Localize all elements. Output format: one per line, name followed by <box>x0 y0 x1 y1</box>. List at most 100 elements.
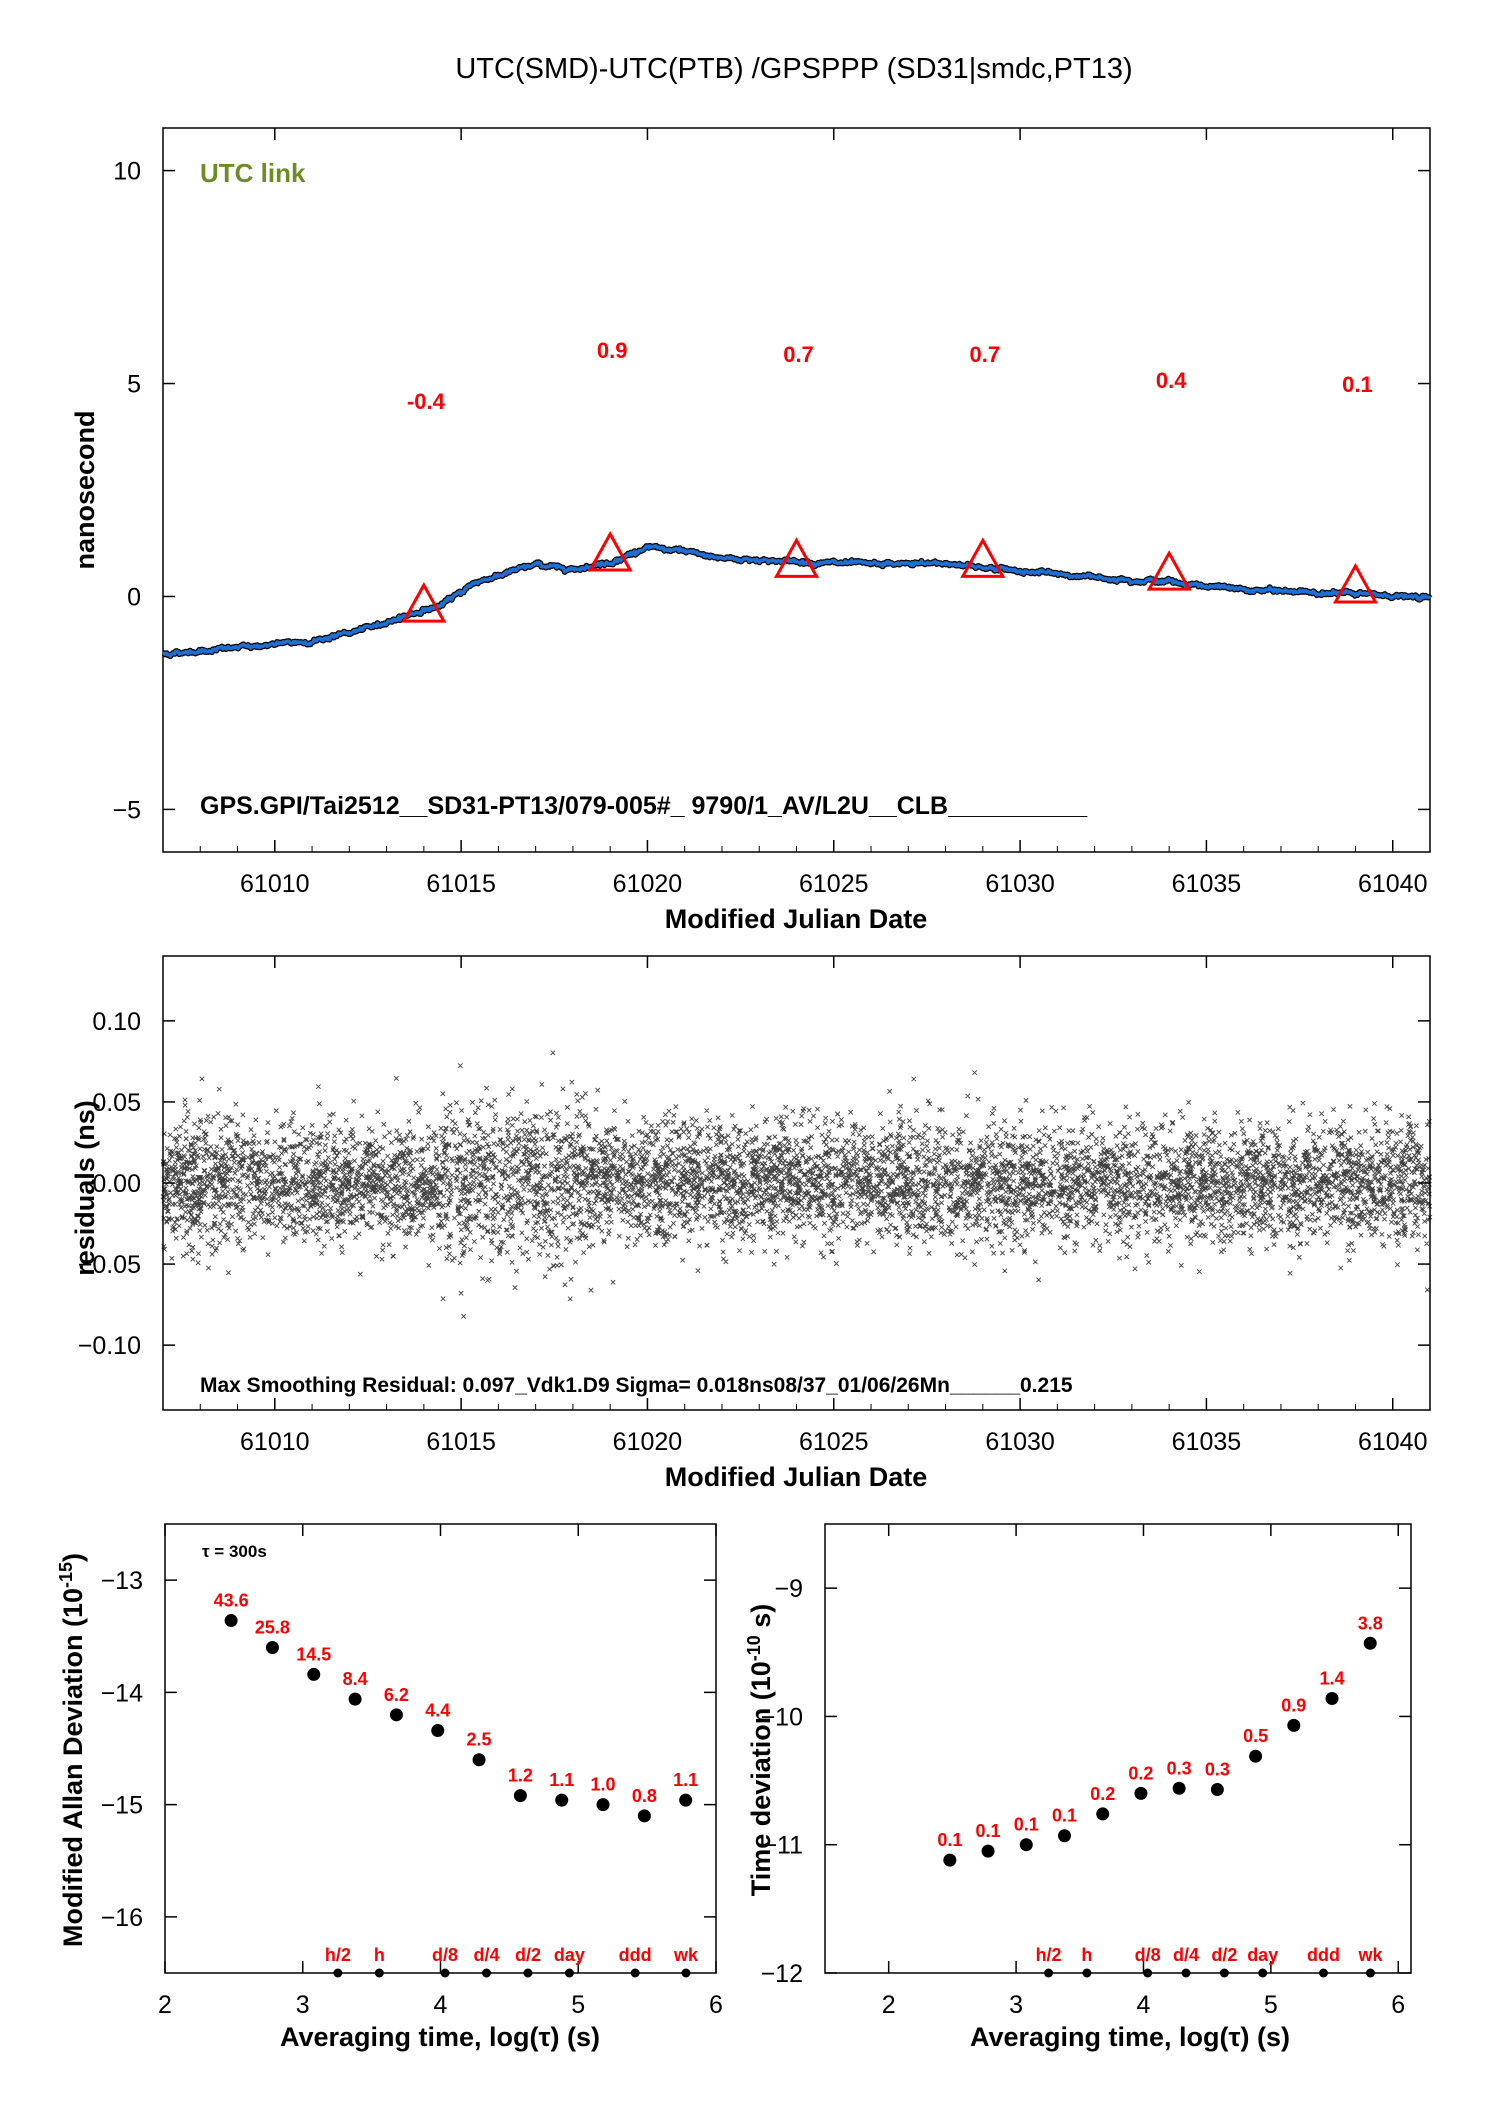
time-series-xtick-label: 61020 <box>613 870 683 898</box>
marker-value-label: 0.1 <box>1342 372 1373 397</box>
mdev-point-label: 25.8 <box>255 1617 290 1637</box>
mdev-point <box>596 1798 610 1812</box>
tdev-point-label: 0.5 <box>1243 1726 1268 1746</box>
mdev-time-mark-label: d/4 <box>474 1945 500 1965</box>
mdev-time-mark <box>681 1968 691 1978</box>
tdev-point <box>1363 1636 1377 1650</box>
tdev-time-mark <box>1219 1968 1229 1978</box>
tdev-xtick-label: 5 <box>1264 1991 1278 2019</box>
mdev-panel: 2 3 4 5 6−16−15−14−13 43.625.814.58.46.24.42… <box>56 1523 723 2052</box>
tau-label: τ = 300s <box>202 1542 267 1561</box>
tdev-xtick-label: 6 <box>1391 1991 1405 2019</box>
triangle-marker <box>773 537 820 578</box>
mdev-time-mark-label: wk <box>673 1945 699 1965</box>
tdev-time-mark <box>1181 1968 1191 1978</box>
tdev-point-label: 0.2 <box>1090 1784 1115 1804</box>
tdev-point <box>1249 1749 1263 1763</box>
mdev-point <box>307 1667 321 1681</box>
mdev-point-label: 2.5 <box>467 1730 492 1750</box>
residuals-ytick-label: −0.10 <box>78 1332 141 1360</box>
tdev-point <box>1057 1829 1071 1843</box>
tdev-ytick-label: −10 <box>761 1703 803 1731</box>
tdev-time-mark-label: ddd <box>1307 1945 1340 1965</box>
tdev-point <box>1172 1781 1186 1795</box>
mdev-point <box>224 1614 238 1628</box>
mdev-point <box>679 1793 693 1807</box>
mdev-point <box>389 1708 403 1722</box>
tdev-point-label: 0.3 <box>1167 1758 1192 1778</box>
tdev-time-mark-label: wk <box>1357 1945 1383 1965</box>
tdev-time-mark <box>1044 1968 1054 1978</box>
time-series-info: GPS.GPI/Tai2512__SD31-PT13/079-005#_ 979… <box>200 792 1088 820</box>
mdev-point-label: 1.2 <box>508 1766 533 1786</box>
tdev-xtick-label: 4 <box>1137 1991 1151 2019</box>
mdev-time-mark-label: d/8 <box>432 1945 458 1965</box>
time-series-ytick-label: −5 <box>112 796 141 824</box>
triangle-marker <box>1146 550 1192 591</box>
mdev-point-label: 0.8 <box>632 1786 657 1806</box>
mdev-point-label: 43.6 <box>214 1591 249 1611</box>
triangle-marker <box>1332 562 1379 604</box>
tdev-time-mark <box>1318 1968 1328 1978</box>
tdev-point <box>1134 1786 1148 1800</box>
tdev-ticks: 2 3 4 5 6 −12 −11 −10 −9 <box>761 1524 1411 2019</box>
mdev-point <box>431 1724 445 1738</box>
tdev-point-label: 0.3 <box>1205 1760 1230 1780</box>
time-series-xtick-label: 61010 <box>240 870 310 898</box>
residuals-xtick-label: 61025 <box>799 1428 869 1456</box>
tdev-point-label: 0.9 <box>1281 1695 1306 1715</box>
tdev-time-mark-label: d/4 <box>1173 1945 1199 1965</box>
time-series-xtick-label: 61035 <box>1172 870 1242 898</box>
mdev-ytick-label: −15 <box>101 1792 143 1820</box>
mdev-ticks: 2 3 4 5 6 −16 −15 −14 −13 <box>101 1524 723 2019</box>
time-series-xtick-label: 61040 <box>1358 870 1428 898</box>
time-series-ticks: 61010 61015 61020 61025 61030 61035 61040 −5 0 5 1… <box>112 128 1431 898</box>
mdev-time-mark <box>333 1968 343 1978</box>
time-series-ytick-label: 5 <box>127 371 141 399</box>
mdev-xtick-label: 5 <box>571 1991 585 2019</box>
mdev-point-label: 14.5 <box>296 1644 331 1664</box>
marker-value-label: 0.4 <box>1156 368 1187 393</box>
mdev-point <box>348 1692 362 1706</box>
mdev-point-label: 1.1 <box>673 1770 698 1790</box>
time-series-xtick-label: 61015 <box>426 870 496 898</box>
residuals-xtick-label: 61015 <box>426 1428 496 1456</box>
tdev-point <box>981 1844 995 1858</box>
mdev-xtick-label: 2 <box>158 1991 172 2019</box>
tdev-plot-area <box>824 1523 1412 1974</box>
time-series-xlabel: Modified Julian Date <box>665 904 928 934</box>
mdev-ytick-label: −13 <box>101 1567 143 1595</box>
tdev-point <box>1210 1783 1224 1797</box>
tdev-point <box>1096 1807 1110 1821</box>
residuals-panel: 61010 61015 61020 61025 61030 61035 61040 −0.10… <box>70 955 1433 1492</box>
mdev-time-mark <box>523 1968 533 1978</box>
residuals-ytick-label: 0.10 <box>92 1008 141 1036</box>
mdev-points: 43.6 25.8 14.5 8.4 6.2 4.4 2.5 1.2 1.1 1.0 0.8 1.1 h… <box>214 1591 699 1978</box>
tdev-point <box>943 1853 957 1867</box>
tdev-time-mark-label: d/2 <box>1211 1945 1237 1965</box>
mdev-ylabel-exp: -15 <box>56 1562 76 1588</box>
mdev-xlabel: Averaging time, log(τ) (s) <box>280 2022 600 2052</box>
tdev-point-label: 0.1 <box>1052 1806 1077 1826</box>
marker-value-label: 0.7 <box>783 342 814 367</box>
residuals-xtick-label: 61035 <box>1172 1428 1242 1456</box>
tdev-xtick-label: 2 <box>882 1991 896 2019</box>
tdev-point <box>1019 1838 1033 1852</box>
mdev-point-label: 4.4 <box>425 1701 450 1721</box>
tdev-point <box>1287 1718 1301 1732</box>
time-series-ytick-label: 0 <box>127 583 141 611</box>
residuals-xtick-label: 61020 <box>613 1428 683 1456</box>
tdev-panel: 2 3 4 5 6−12−11−10−9 0.1 0.1 0.1 0.10.20.2 0.3 0.… <box>744 1523 1412 2052</box>
marker-value-label: 0.7 <box>970 342 1001 367</box>
mdev-point <box>472 1753 486 1767</box>
mdev-xtick-label: 4 <box>434 1991 448 2019</box>
tdev-ylabel-exp: -10 <box>744 1635 764 1661</box>
mdev-point-label: 1.0 <box>591 1775 616 1795</box>
tdev-time-mark <box>1082 1968 1092 1978</box>
marker-value-label: 0.9 <box>597 338 628 363</box>
tdev-ytick-label: −12 <box>761 1960 803 1988</box>
mdev-time-mark <box>630 1968 640 1978</box>
time-series-xtick-label: 61030 <box>985 870 1055 898</box>
mdev-time-mark-label: h/2 <box>325 1945 351 1965</box>
residuals-xtick-label: 61030 <box>985 1428 1055 1456</box>
